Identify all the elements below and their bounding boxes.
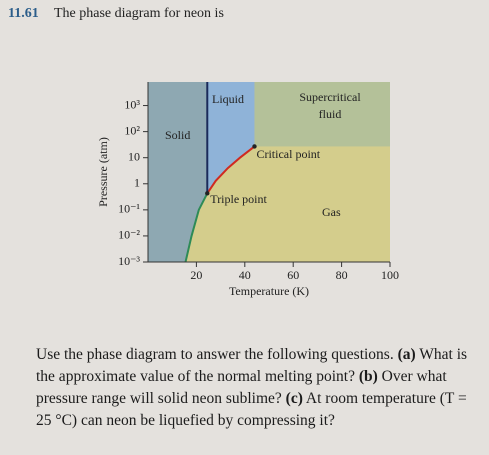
part-text: At room temperature (T = 25 °C) can neon… xyxy=(36,390,467,429)
region-label-line: fluid xyxy=(319,107,342,121)
x-tick-label: 20 xyxy=(190,268,202,282)
x-tick-label: 40 xyxy=(239,268,251,282)
problem-number: 11.61 xyxy=(8,6,39,21)
x-tick-label: 60 xyxy=(287,268,299,282)
point-marker xyxy=(205,191,210,196)
point-label: Triple point xyxy=(210,192,267,206)
y-tick-label: 10⁻³ xyxy=(118,254,140,268)
region-label: Supercritical fluid xyxy=(299,90,361,121)
part-text: What is the approximate value of the nor… xyxy=(36,346,468,385)
supercritical-region xyxy=(254,82,390,147)
part-label: (a) xyxy=(397,346,416,363)
x-tick-label: 100 xyxy=(381,268,399,282)
phase-boundary xyxy=(184,192,209,263)
part-label: (c) xyxy=(285,390,303,407)
region-label: Solid xyxy=(165,128,190,142)
solid-region xyxy=(148,82,208,262)
region-label: Gas xyxy=(322,205,341,219)
problem-heading: The phase diagram for neon is xyxy=(54,6,224,21)
region-label: Liquid xyxy=(212,92,244,106)
part-text: Over what pressure range will solid neon… xyxy=(36,368,447,407)
x-axis-label: Temperature (K) xyxy=(229,284,309,298)
liquid-region xyxy=(207,82,255,194)
x-tick-label: 80 xyxy=(336,268,348,282)
question: Use the phase diagram to answer the foll… xyxy=(36,344,476,432)
question-intro: Use the phase diagram to answer the foll… xyxy=(36,346,394,363)
point-marker xyxy=(252,144,257,149)
point-label: Critical point xyxy=(256,147,320,161)
region-label-line: Supercritical xyxy=(299,90,361,104)
y-tick-label: 10⁻¹ xyxy=(118,202,140,216)
y-tick-label: 10² xyxy=(124,123,140,137)
chart: 11.61 The phase diagram for neon is 10³ 1… xyxy=(8,6,399,298)
y-tick-label: 10 xyxy=(128,149,140,163)
part-label: (b) xyxy=(358,368,378,385)
y-tick-label: 10⁻² xyxy=(118,228,140,242)
y-axis-label: Pressure (atm) xyxy=(96,137,110,207)
phase-boundary xyxy=(206,145,256,194)
y-tick-label: 10³ xyxy=(124,97,140,111)
y-tick-label: 1 xyxy=(134,176,140,190)
